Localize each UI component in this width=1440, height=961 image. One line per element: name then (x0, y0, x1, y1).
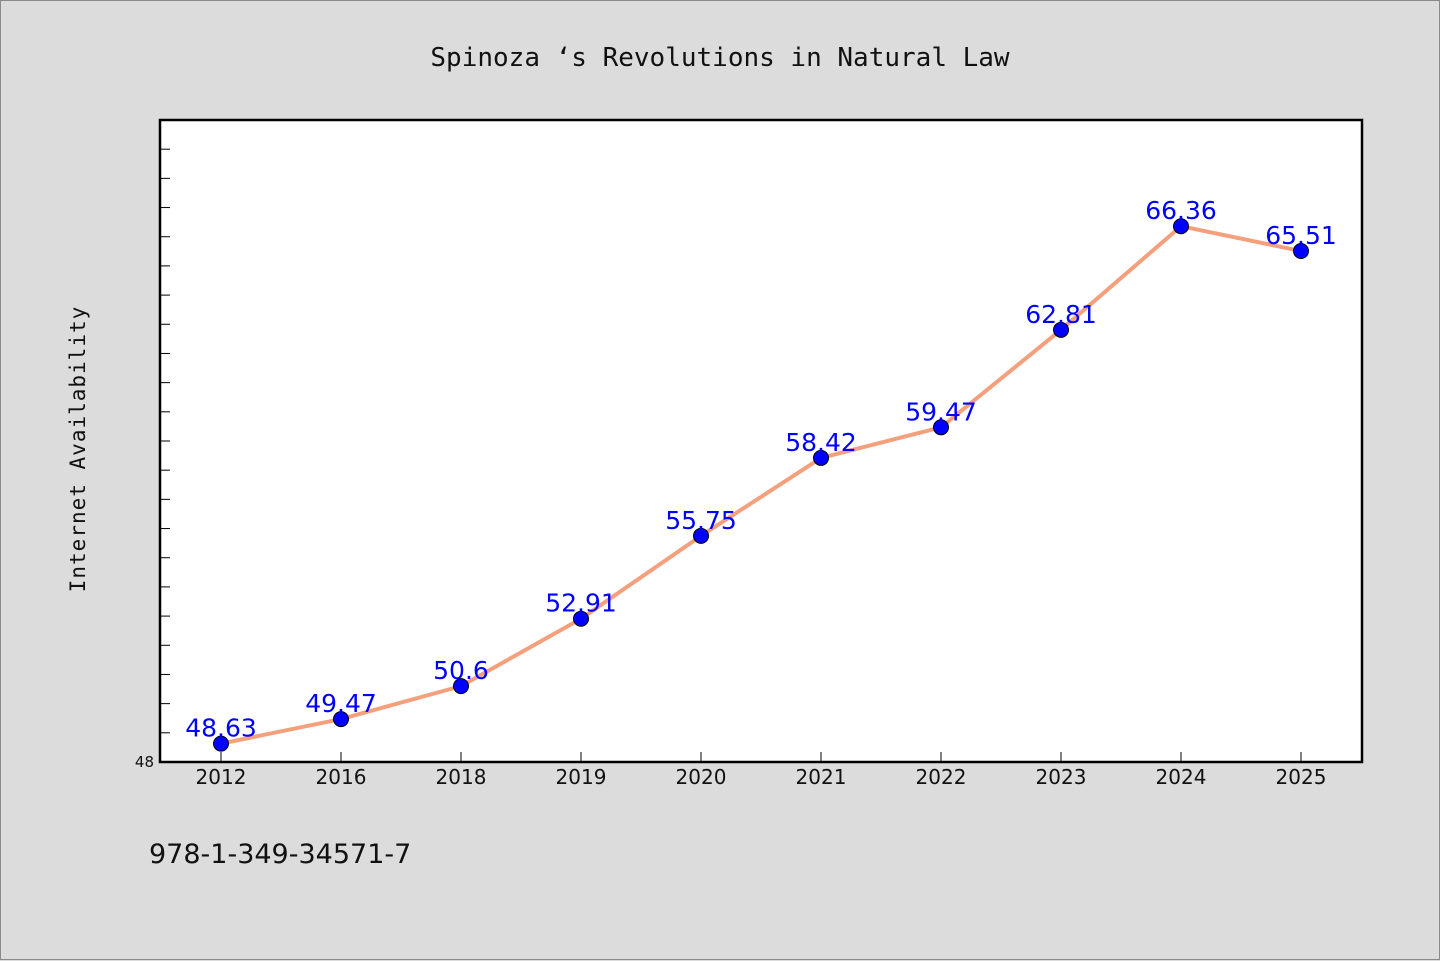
data-label: 59.47 (905, 397, 977, 426)
chart-title: Spinoza ‘s Revolutions in Natural Law (430, 43, 1010, 73)
x-tick-label: 2012 (196, 765, 247, 789)
y-axis-label: Internet Availability (66, 306, 90, 593)
data-label: 48.63 (185, 714, 257, 743)
series-group (219, 224, 1303, 746)
data-label: 62.81 (1025, 300, 1097, 329)
data-labels-group: 48.63 49.47 50.6 52.91 55.75 58.42 59.47 62.81 6… (185, 196, 1337, 742)
data-point (1053, 321, 1069, 338)
data-point (933, 419, 949, 436)
plot-area (158, 118, 1364, 764)
x-tick-label: 2024 (1156, 765, 1207, 789)
x-tick-label: 2021 (796, 765, 847, 789)
data-label: 58.42 (785, 428, 857, 457)
y-tick-label: 48 (135, 753, 154, 771)
x-axis-ticks: 2012 2016 2018 2019 2020 2021 2022 2023 2024 2025 (196, 752, 1327, 789)
x-tick-label: 2016 (316, 765, 367, 789)
data-point (1173, 218, 1189, 235)
isbn-footer: 978-1-349-34571-7 (149, 839, 411, 870)
x-tick-label: 2019 (556, 765, 607, 789)
series-line (219, 224, 1303, 746)
x-tick-label: 2020 (676, 765, 727, 789)
points-group (213, 218, 1309, 752)
data-point (813, 449, 829, 466)
x-tick-label: 2025 (1276, 765, 1327, 789)
data-point (333, 711, 349, 728)
data-label: 55.75 (665, 506, 737, 535)
x-tick-label: 2022 (916, 765, 967, 789)
data-label: 49.47 (305, 689, 377, 718)
data-label: 50.6 (433, 656, 489, 685)
data-point (573, 610, 589, 627)
data-label: 65.51 (1265, 221, 1337, 250)
x-tick-label: 2018 (436, 765, 487, 789)
x-tick-label: 2023 (1036, 765, 1087, 789)
y-axis-ticks: 48 (135, 148, 170, 771)
data-point (693, 527, 709, 544)
data-label: 66.36 (1145, 196, 1217, 225)
data-point (453, 678, 469, 695)
data-point (1293, 243, 1309, 260)
data-point (213, 735, 229, 752)
data-label: 52.91 (545, 589, 617, 618)
